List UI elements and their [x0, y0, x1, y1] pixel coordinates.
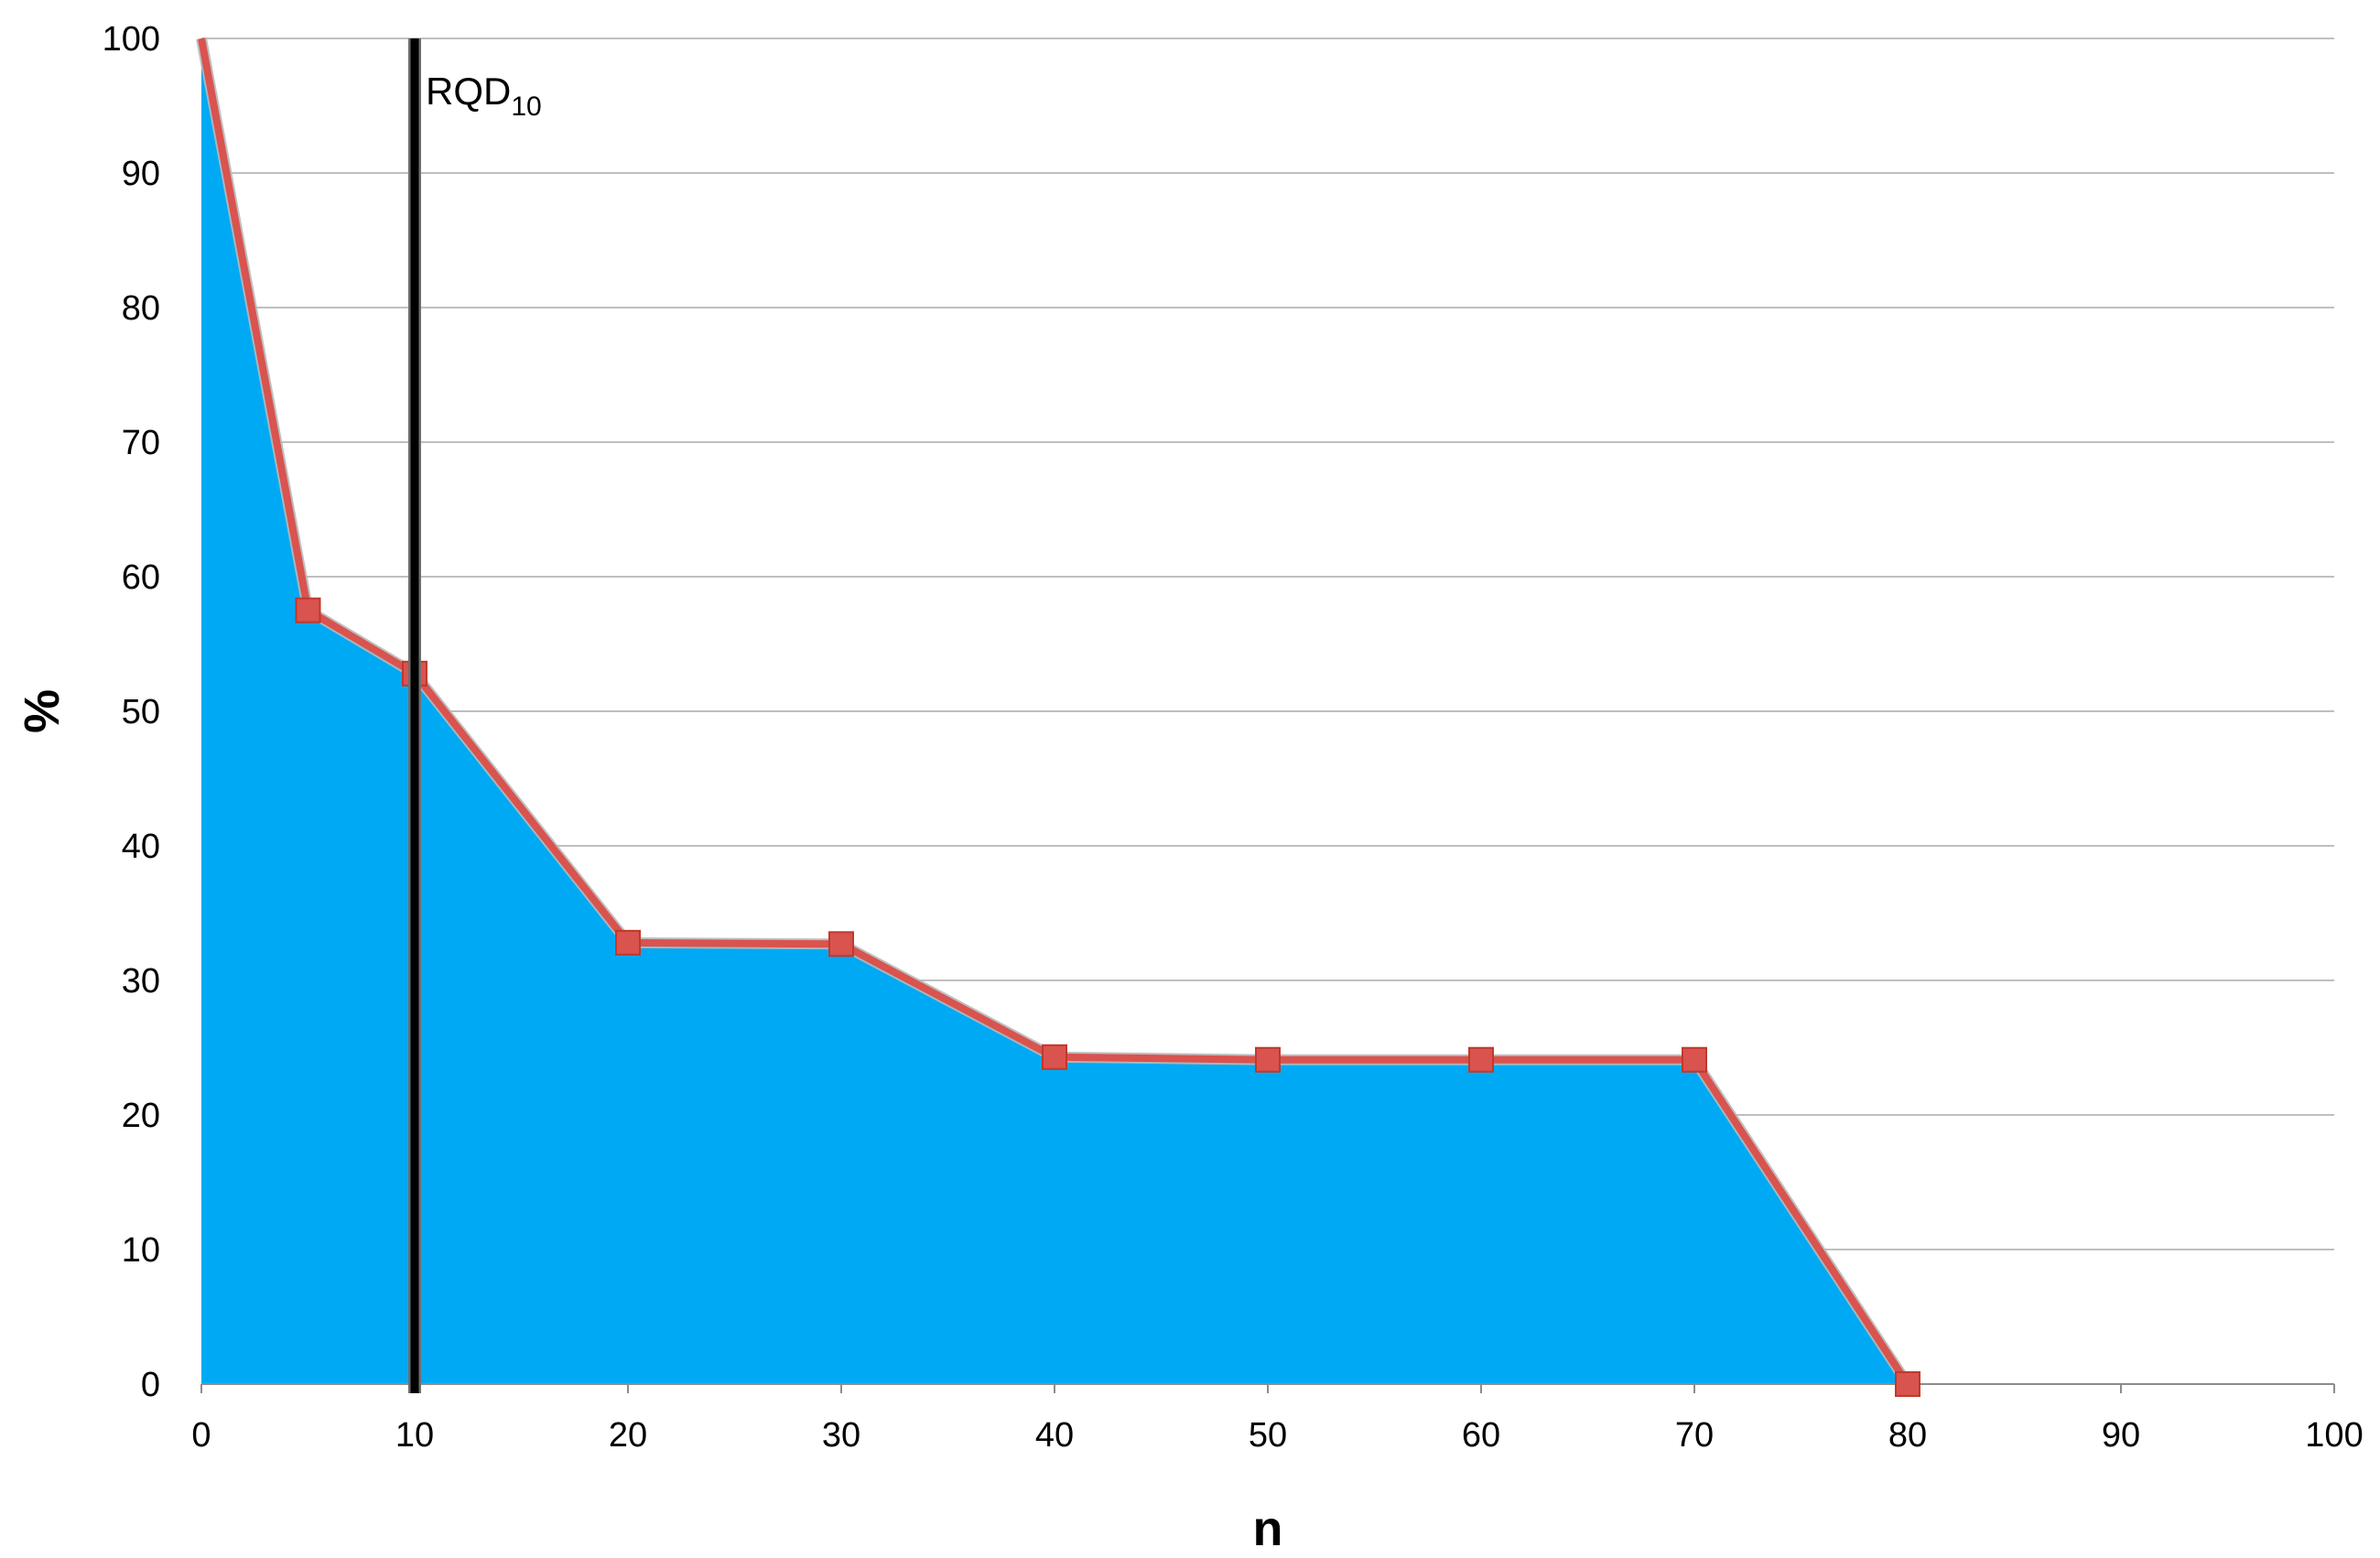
data-point-80	[1895, 1371, 1920, 1397]
x-tick-label-10: 10	[395, 1416, 434, 1455]
x-axis-title: n	[1253, 1501, 1283, 1556]
x-tick-label-20: 20	[609, 1416, 647, 1455]
series-area	[201, 38, 1908, 1384]
y-tick-label-80: 80	[122, 289, 160, 328]
rqd-annotation-label: RQD10	[426, 70, 542, 122]
y-tick-label-70: 70	[122, 424, 160, 462]
y-tick-label-10: 10	[122, 1231, 160, 1270]
data-point-30	[828, 931, 854, 958]
data-point-40	[1042, 1044, 1067, 1070]
data-point-50	[1255, 1046, 1281, 1073]
data-point-60	[1468, 1046, 1494, 1073]
y-tick-label-90: 90	[122, 155, 160, 193]
y-tick-label-60: 60	[122, 558, 160, 597]
x-tick-label-60: 60	[1462, 1416, 1500, 1455]
series-line-layer	[196, 37, 1913, 1388]
y-axis-title: %	[15, 689, 70, 733]
y-tick-label-0: 0	[141, 1366, 160, 1404]
axes	[200, 1383, 2335, 1393]
data-point-70	[1682, 1046, 1707, 1073]
data-point-20	[615, 929, 641, 956]
x-tick-label-80: 80	[1888, 1416, 1927, 1455]
x-tick-label-50: 50	[1249, 1416, 1287, 1455]
data-point-5	[295, 597, 321, 623]
x-tick-label-40: 40	[1035, 1416, 1074, 1455]
x-tick-label-30: 30	[822, 1416, 860, 1455]
y-tick-label-20: 20	[122, 1097, 160, 1135]
y-tick-label-30: 30	[122, 962, 160, 1001]
rqd-annotation-subscript: 10	[511, 92, 541, 122]
rqd-annotation-main: RQD	[426, 70, 511, 113]
y-tick-label-40: 40	[122, 828, 160, 866]
x-tick-label-70: 70	[1675, 1416, 1714, 1455]
x-tick-label-90: 90	[2102, 1416, 2140, 1455]
x-tick-label-100: 100	[2305, 1416, 2363, 1455]
y-tick-label-100: 100	[103, 20, 160, 59]
x-tick-label-0: 0	[191, 1416, 211, 1455]
area-fill	[201, 38, 1908, 1384]
y-tick-label-50: 50	[122, 693, 160, 731]
series-line	[198, 38, 1911, 1387]
tick-labels: 0 10 20 30 40 50 60 70 80 90 100 0 10 20 30 40 50 60 70 80 9…	[103, 20, 2364, 1455]
